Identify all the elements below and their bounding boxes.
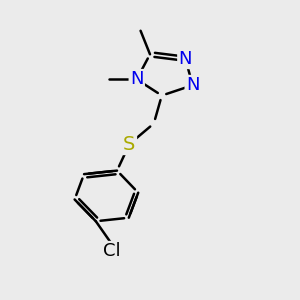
Text: N: N: [130, 70, 143, 88]
Text: S: S: [123, 135, 136, 154]
Text: N: N: [186, 76, 200, 94]
Text: Cl: Cl: [103, 242, 121, 260]
Text: N: N: [178, 50, 192, 68]
